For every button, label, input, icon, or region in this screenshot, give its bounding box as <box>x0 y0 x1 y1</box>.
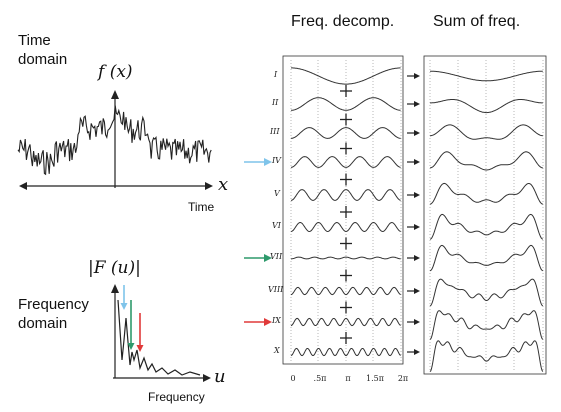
time-domain-line1: Time <box>18 32 51 49</box>
frequency-spectrum-curve <box>117 299 201 376</box>
row-arrow-7 <box>407 255 420 261</box>
decomp-wave-7 <box>291 256 401 260</box>
spectrum-arrow-red <box>136 313 144 352</box>
sum-wave-8 <box>429 278 544 307</box>
frequency-axis-label: Frequency <box>148 390 205 404</box>
axis-tick-2: .5π <box>313 374 327 383</box>
side-arrow-blue <box>244 158 272 166</box>
row-arrow-5 <box>407 192 420 198</box>
frequency-domain-line2: domain <box>18 315 68 332</box>
axis-tick-1: 0 <box>290 374 296 383</box>
row-arrow-2 <box>407 101 420 107</box>
row-arrow-1 <box>407 73 420 79</box>
axis-tick-4: 1.5π <box>366 374 384 383</box>
sum-wave-10 <box>429 340 544 372</box>
time-domain-plot <box>17 90 213 190</box>
row-label-3: III <box>270 127 280 136</box>
time-domain-line2: domain <box>18 51 68 68</box>
decomp-wave-3 <box>290 127 401 139</box>
frequency-domain-line1: Frequency <box>18 296 89 313</box>
row-label-2: II <box>272 98 279 107</box>
decomp-wave-2 <box>291 97 401 111</box>
fx-axis-label: f (x) <box>98 62 133 82</box>
sum-wave-5 <box>429 182 543 205</box>
plus-sign <box>340 85 352 97</box>
plus-sign <box>340 206 352 218</box>
sum-wave-6 <box>429 213 544 240</box>
side-arrow-red <box>244 318 272 326</box>
decomp-wave-9 <box>290 317 401 327</box>
x-axis-variable: x <box>218 174 229 195</box>
row-label-1: I <box>274 70 278 79</box>
spectrum-arrow-green <box>127 300 135 350</box>
time-x-axis-arrow-right <box>205 182 213 190</box>
frequency-domain-label: Frequency domain <box>18 295 89 333</box>
plus-sign <box>340 113 352 126</box>
row-label-7: VII <box>270 252 283 261</box>
decomp-wave-4 <box>290 156 401 168</box>
side-arrow-green <box>244 254 272 262</box>
row-arrow-4 <box>407 159 420 165</box>
time-y-axis-arrow <box>111 90 119 99</box>
u-axis-variable: u <box>214 366 226 387</box>
time-axis-label: Time <box>188 200 215 214</box>
plus-sign <box>340 301 352 314</box>
row-label-9: IX <box>272 316 281 325</box>
sum-panel-frame <box>423 55 547 375</box>
header-sum-of-freq: Sum of freq. <box>433 13 521 30</box>
plus-sign <box>340 173 352 186</box>
decomp-wave-1 <box>291 67 401 85</box>
plus-sign <box>340 269 352 282</box>
sum-wave-2 <box>430 99 543 114</box>
row-label-8: VIII <box>268 285 284 294</box>
row-arrow-9 <box>407 319 420 325</box>
plus-sign <box>340 332 352 344</box>
time-signal-waveform <box>17 105 212 176</box>
row-label-10: X <box>274 346 280 355</box>
row-arrow-6 <box>407 224 420 230</box>
frequency-domain-plot <box>111 284 211 382</box>
magnitude-Fu-label: |F (u)| <box>88 258 141 278</box>
decomp-wave-8 <box>290 286 401 296</box>
row-arrow-3 <box>407 130 420 136</box>
freq-x-axis-arrow <box>203 374 211 382</box>
row-arrow-10 <box>407 349 420 355</box>
decomp-wave-10 <box>290 347 401 357</box>
time-domain-label: Time domain <box>18 31 67 69</box>
spectrum-arrow-blue <box>120 285 128 310</box>
row-label-6: VI <box>272 221 281 230</box>
row-label-4: IV <box>272 156 281 165</box>
sum-wave-4 <box>429 151 543 171</box>
row-label-5: V <box>274 189 280 198</box>
decomp-wave-6 <box>290 221 401 233</box>
freq-y-axis-arrow <box>111 284 119 293</box>
plus-sign <box>340 237 352 250</box>
sum-wave-1 <box>430 70 543 82</box>
sum-wave-9 <box>429 310 544 340</box>
axis-tick-5: 2π <box>397 374 409 383</box>
decomp-wave-5 <box>290 189 401 201</box>
sum-wave-3 <box>430 124 543 140</box>
axis-tick-3: π <box>345 374 351 383</box>
row-arrow-8 <box>407 288 420 294</box>
plus-sign <box>340 142 352 155</box>
header-freq-decomp: Freq. decomp. <box>291 13 395 30</box>
decomp-panel-frame <box>282 55 404 365</box>
sum-wave-7 <box>429 244 544 272</box>
time-x-axis-arrow-left <box>19 182 27 190</box>
